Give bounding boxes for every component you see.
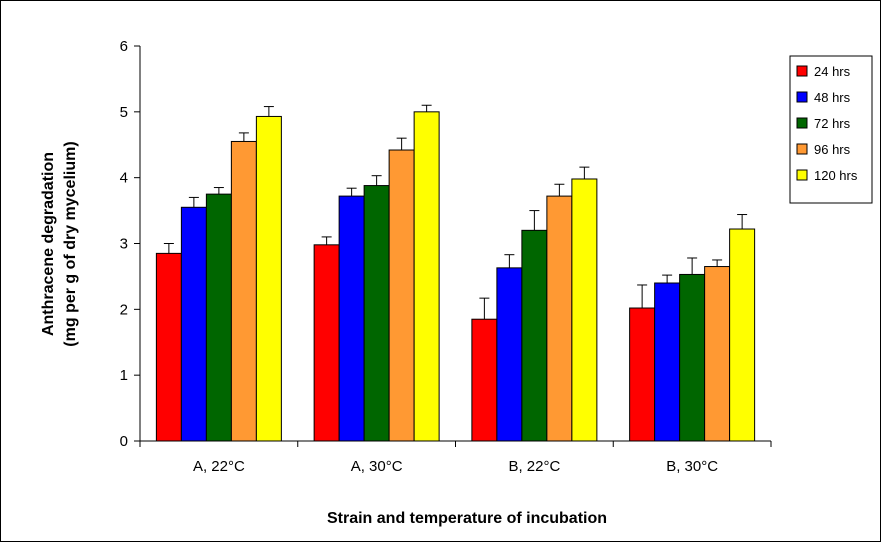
bar (313, 244, 340, 442)
y-axis-title-line2: (mg per g of dry mycelium) (62, 141, 79, 346)
legend-swatch (796, 65, 808, 77)
legend-swatch (796, 91, 808, 103)
legend-label: 48 hrs (814, 90, 851, 105)
bar (629, 307, 656, 442)
y-tick-label: 2 (120, 301, 128, 318)
bar (155, 252, 182, 442)
y-tick-label: 4 (120, 170, 128, 187)
bar (704, 266, 731, 442)
y-tick-label: 0 (120, 433, 128, 450)
bar (521, 229, 548, 442)
legend-swatch (796, 143, 808, 155)
legend-label: 96 hrs (814, 142, 851, 157)
bar (654, 282, 681, 442)
bar (255, 115, 282, 442)
legend: 24 hrs 48 hrs 72 hrs 96 hrs 120 hrs (789, 55, 873, 204)
bar (546, 195, 573, 442)
bar (180, 206, 207, 442)
bar (679, 273, 706, 442)
y-tick-label: 1 (120, 367, 128, 384)
y-tick-label: 6 (120, 38, 128, 55)
x-category-label: B, 22°C (508, 458, 560, 475)
x-axis-title: Strain and temperature of incubation (327, 510, 607, 527)
error-bars (163, 104, 748, 320)
y-tick-label: 3 (120, 236, 128, 253)
y-axis-title-line1: Anthracene degradation (40, 152, 57, 336)
legend-swatch (796, 169, 808, 181)
bars (155, 111, 756, 442)
bar (729, 228, 756, 442)
x-category-label: A, 30°C (351, 458, 403, 475)
legend-label: 24 hrs (814, 64, 851, 79)
legend-label: 72 hrs (814, 116, 851, 131)
legend-swatch (796, 117, 808, 129)
bar (205, 193, 232, 442)
bar (338, 195, 365, 442)
x-category-label: B, 30°C (666, 458, 718, 475)
bar (571, 178, 598, 442)
bar (496, 267, 523, 442)
bar (363, 185, 390, 442)
bar (388, 149, 415, 442)
tick-labels: 0 1 2 3 4 5 6 A, 22°C A, 30°C B, 22°C B, 30°C (120, 38, 719, 475)
bar (413, 111, 440, 442)
y-tick-label: 5 (120, 104, 128, 121)
legend-label: 120 hrs (814, 168, 858, 183)
x-category-label: A, 22°C (193, 458, 245, 475)
bar (230, 140, 257, 442)
bar (471, 318, 498, 442)
